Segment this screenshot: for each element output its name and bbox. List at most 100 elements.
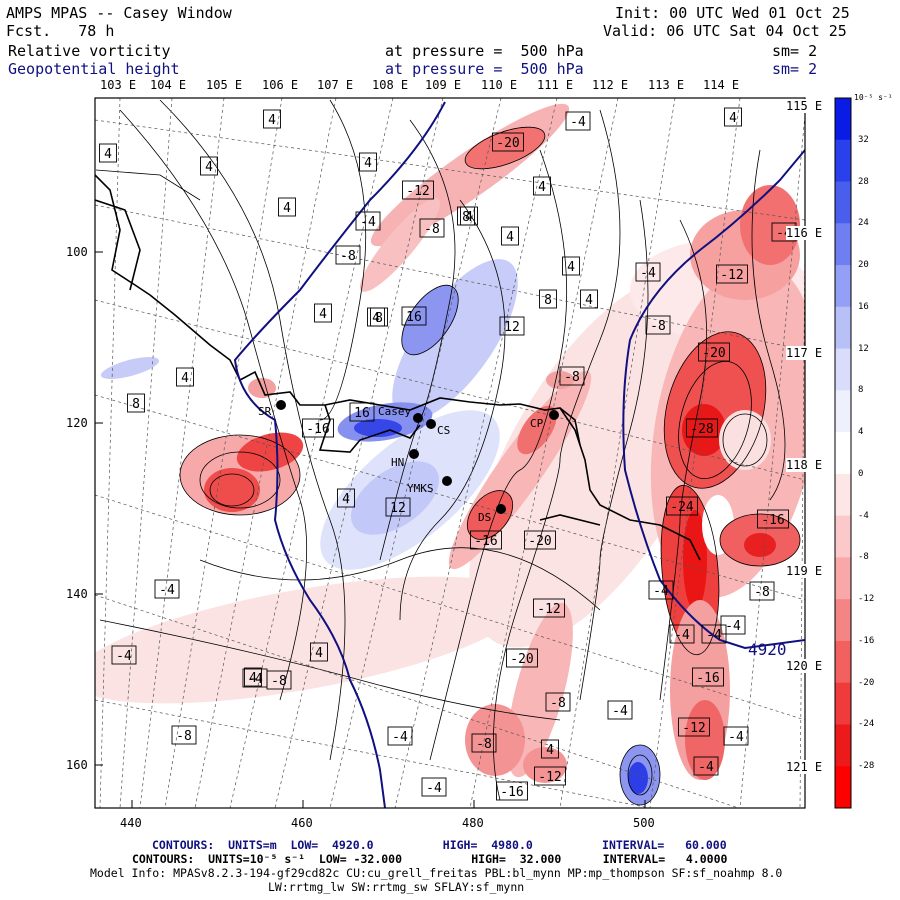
colorbar-swatch <box>835 766 851 809</box>
colorbar-swatch <box>835 306 851 350</box>
contour-label-positive-box <box>385 497 411 517</box>
contour-label-positive: 8 <box>544 293 552 308</box>
contour-label-negative: -8 <box>564 370 580 385</box>
top-lon-label: 104 E <box>150 78 187 92</box>
contour-label-negative-box <box>387 726 413 746</box>
top-lon-label: 105 E <box>206 78 243 92</box>
contour-label-negative: -8 <box>550 696 566 711</box>
contour-label-negative: -12 <box>538 770 561 785</box>
y-tick-160: 160 <box>66 758 88 772</box>
contour-label-negative-box <box>720 615 746 635</box>
footer-model-info: Model Info: MPASv8.2.3-194-gf29cd82c CU:… <box>90 866 783 880</box>
contour-label-positive: 4 <box>283 201 291 216</box>
top-lon-label: 114 E <box>703 78 740 92</box>
contour-label-positive: 8 <box>462 210 470 225</box>
contour-label-negative-box <box>419 218 445 238</box>
contour-label-negative-box <box>154 579 180 599</box>
contour-label-negative: -4 <box>728 730 744 745</box>
contour-label-negative-box <box>723 726 749 746</box>
contour-label-negative: -28 <box>690 422 713 437</box>
colorbar-swatch <box>835 682 851 725</box>
contour-label-negative-box <box>402 180 434 200</box>
contour-label-negative: -4 <box>360 215 376 230</box>
colorbar-label: 28 <box>858 176 869 187</box>
contour-label-negative: -4 <box>426 781 442 796</box>
contour-label-positive-box <box>533 176 551 196</box>
title: AMPS MPAS -- Casey Window <box>6 4 232 22</box>
contour-label-negative: -8 <box>476 737 492 752</box>
contour-label-positive: 4 <box>342 492 350 507</box>
contour-label-negative-box <box>698 342 730 362</box>
colorbar-swatch <box>835 599 851 642</box>
contour-label-negative-box <box>645 315 671 335</box>
contour-label-positive-box <box>501 226 519 246</box>
contour-label-positive-box <box>176 367 194 387</box>
contour-label-negative: -4 <box>612 704 628 719</box>
contour-label-negative-box <box>757 509 789 529</box>
contour-label-negative: -8 <box>754 585 770 600</box>
right-lon-label: 118 E <box>786 458 823 472</box>
contour-label-negative: -4 <box>392 730 408 745</box>
plot-frame <box>94 97 806 809</box>
contour-label-negative-box <box>692 667 724 687</box>
contour-label-negative-box <box>533 598 565 618</box>
station-casey-label: Casey <box>378 405 411 418</box>
top-lon-label: 106 E <box>262 78 299 92</box>
forecast-hour: Fcst. 78 h <box>6 22 115 40</box>
contour-label-positive-box <box>127 393 145 413</box>
contour-label-negative-box <box>666 496 698 516</box>
coastline <box>95 174 701 561</box>
contour-label-negative-box <box>635 262 661 282</box>
footer-height-contours: CONTOURS: UNITS=m LOW= 4920.0 HIGH= 4980… <box>152 838 727 852</box>
contour-label-positive: 4 <box>546 743 554 758</box>
colorbar-label: 12 <box>858 343 869 354</box>
station-casey-marker <box>413 413 423 423</box>
footer-vorticity-contours: CONTOURS: UNITS=10⁻⁵ s⁻¹ LOW= -32.000 HI… <box>132 852 728 866</box>
contour-label-positive-box <box>580 289 598 309</box>
contour-label-negative-box <box>471 733 497 753</box>
contour-label-negative: -4 <box>674 628 690 643</box>
contour-label-positive: 4 <box>181 371 189 386</box>
colorbar-swatch <box>835 348 851 391</box>
colorbar-label: 24 <box>858 218 869 229</box>
contour-label-negative: -8 <box>650 319 666 334</box>
station-cp-label: CP <box>530 417 544 430</box>
station-ymks-label: YMKS <box>407 482 434 495</box>
colorbar-swatch <box>835 390 851 433</box>
contour-label-negative-box <box>607 700 633 720</box>
contour-label-negative: -4 <box>159 583 175 598</box>
contour-label-positive-box <box>541 739 559 759</box>
colorbar-swatch <box>835 724 851 767</box>
axis-ticks <box>95 251 646 808</box>
colorbar-label: -12 <box>858 594 875 605</box>
contour-label-positive: 8 <box>375 311 383 326</box>
colorbar-swatch <box>835 139 851 183</box>
latlon-grid <box>95 98 805 808</box>
contour-label-negative: -8 <box>424 222 440 237</box>
colorbar-swatch <box>835 473 851 517</box>
right-lon-label: 116 E <box>786 226 823 240</box>
contour-label-positive-box <box>460 206 478 226</box>
contour-label-negative-box <box>421 777 447 797</box>
top-lon-label: 112 E <box>592 78 629 92</box>
contour-label-negative: -4 <box>706 628 722 643</box>
contour-label-negative: -4 <box>725 619 741 634</box>
colorbar-swatch <box>835 181 851 224</box>
contour-label-negative: -16 <box>500 785 523 800</box>
contour-label-positive: 4 <box>315 646 323 661</box>
colorbar <box>835 98 851 809</box>
field1-name: Relative vorticity <box>8 42 171 60</box>
footer-physics-info: LW:rrtmg_lw SW:rrtmg_sw SFLAY:sf_mynn <box>268 880 525 894</box>
contour-label-negative-box <box>171 725 197 745</box>
top-lon-label: 103 E <box>100 78 137 92</box>
right-lon-label: 115 E <box>786 99 823 113</box>
contour-label-negative-box <box>749 581 775 601</box>
colorbar-label: -4 <box>858 510 869 521</box>
contour-label-positive: 4 <box>729 111 737 126</box>
contour-label-positive-box <box>539 289 557 309</box>
top-lon-label: 113 E <box>648 78 685 92</box>
contour-label-negative: -16 <box>306 422 329 437</box>
colorbar-swatch <box>835 265 851 308</box>
colorbar-swatch <box>835 98 851 141</box>
contour-label-positive-box <box>499 316 525 336</box>
